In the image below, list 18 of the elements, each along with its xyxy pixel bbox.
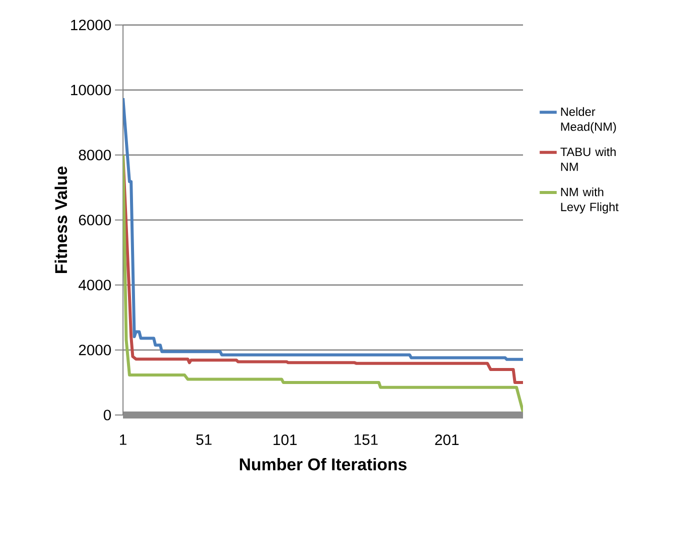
line-series <box>123 96 524 361</box>
x-tick-label: 101 <box>274 434 297 446</box>
y-tick-label: 6000 <box>79 214 111 226</box>
x-tick-label: 201 <box>435 434 459 446</box>
y-tick-label: 0 <box>104 410 111 420</box>
legend-label: NM with Levy Flight <box>561 187 619 214</box>
x-axis-title: Number Of Iterations <box>240 458 407 470</box>
y-axis-title: Fitness Value <box>54 166 68 273</box>
y-tick-label: 10000 <box>71 84 111 96</box>
x-tick-label: 1 <box>120 434 126 445</box>
legend-label: TABU with NM <box>560 147 616 171</box>
y-tick-label: 12000 <box>71 20 111 30</box>
legend-label: Nelder Mead(NM) <box>561 107 616 134</box>
x-tick-label: 51 <box>196 434 212 445</box>
y-tick-label: 8000 <box>78 150 111 160</box>
y-tick-label: 2000 <box>78 344 111 356</box>
y-tick-label: 4000 <box>78 280 111 290</box>
x-tick-label: 151 <box>354 434 378 445</box>
